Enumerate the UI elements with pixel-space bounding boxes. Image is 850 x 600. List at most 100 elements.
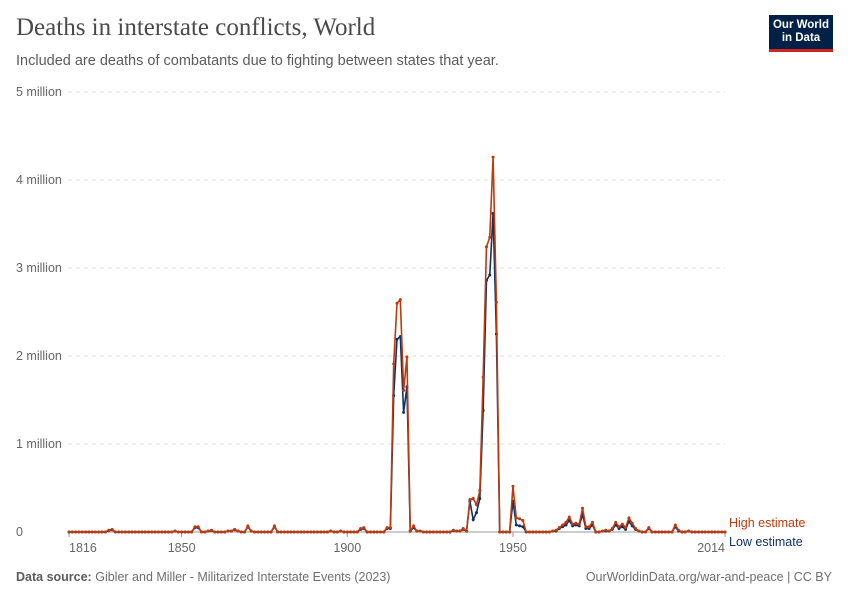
data-point [687,529,691,533]
data-point [528,530,532,534]
data-point [296,530,300,534]
chart-subtitle: Included are deaths of combatants due to… [16,53,499,69]
data-point [176,530,180,534]
data-point [84,530,88,534]
data-point [315,530,319,534]
data-point [110,527,114,531]
data-point [143,530,147,534]
data-point [660,530,664,534]
y-tick-label: 5 million [16,85,62,99]
data-point [206,529,210,533]
data-point [514,523,518,527]
data-point [465,529,469,533]
data-point [94,530,98,534]
data-point [402,410,406,414]
data-point [272,524,276,528]
data-point [604,528,608,532]
x-tick-label: 1816 [69,541,97,555]
data-point [637,529,641,533]
source-link[interactable]: OurWorldinData.org/war-and-peace | CC BY [585,570,832,584]
data-point [166,530,170,534]
data-point [703,530,707,534]
data-point [412,524,416,528]
data-point [233,527,237,531]
data-point [259,530,263,534]
data-point [677,528,681,532]
data-point [475,511,479,515]
data-point [322,530,326,534]
data-point [584,525,588,529]
data-point [458,529,462,533]
data-point [256,530,260,534]
data-point [680,530,684,534]
data-point [299,530,303,534]
data-point [667,530,671,534]
data-point [716,530,720,534]
series-line-low-estimate [69,213,725,534]
data-point [319,530,323,534]
data-point [571,522,575,526]
data-point [481,375,485,379]
data-point [239,530,243,534]
legend-label-high-estimate: High estimate [729,516,805,530]
data-point [514,516,518,520]
data-point [425,530,429,534]
data-point [77,530,81,534]
data-point [87,530,91,534]
data-point [103,530,107,534]
data-point [518,517,522,521]
data-point [395,301,399,305]
data-point [388,526,392,530]
data-point [160,530,164,534]
data-point [594,530,598,534]
data-point [620,522,624,526]
data-point [547,530,551,534]
owid-logo[interactable]: Our World in Data [769,15,833,52]
data-point [349,530,353,534]
data-point [282,530,286,534]
data-point [378,530,382,534]
data-point [216,530,220,534]
data-point [690,530,694,534]
x-tick-label: 1900 [333,541,361,555]
data-point [276,530,280,534]
data-point [431,530,435,534]
y-tick-label: 0 [16,525,23,539]
data-point [382,530,386,534]
data-point [200,530,204,534]
data-source: Data source: Gibler and Miller - Militar… [16,570,390,584]
data-point [292,530,296,534]
y-tick-label: 1 million [16,437,62,451]
data-point [329,529,333,533]
line-chart: 0 1 million 2 million 3 million 4 million 5 m… [16,85,805,555]
data-point [647,526,651,530]
x-tick-label: 1950 [499,541,527,555]
data-point [498,530,502,534]
data-point [617,525,621,529]
data-point [123,530,127,534]
data-point [537,530,541,534]
data-point [630,521,634,525]
data-point [90,530,94,534]
data-point [564,523,568,527]
data-point [365,530,369,534]
data-point [180,530,184,534]
data-point [355,530,359,534]
data-point [173,529,177,533]
data-point [501,530,505,534]
data-point [117,530,121,534]
data-point [418,529,422,533]
data-point [564,520,568,524]
data-point [266,530,270,534]
data-point [80,530,84,534]
data-point [229,529,233,533]
data-point [471,497,475,501]
data-point [445,530,449,534]
data-point [193,525,197,529]
data-point [504,530,508,534]
source-text[interactable]: Gibler and Miller - Militarized Intersta… [95,570,391,584]
data-point [385,526,389,530]
data-point [352,530,356,534]
data-point [488,273,492,277]
legend-label-low-estimate: Low estimate [729,535,803,549]
